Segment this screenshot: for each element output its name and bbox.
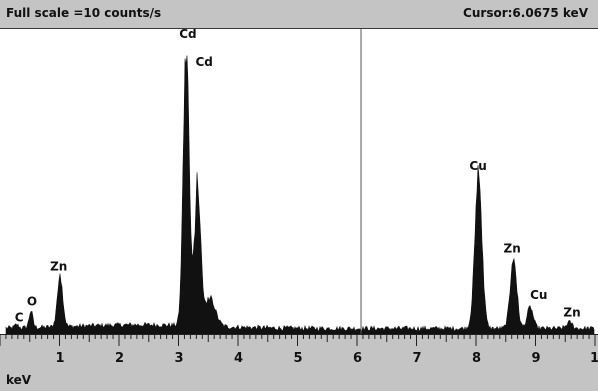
x-tick-label: 2 (115, 351, 124, 366)
peak-label-cd: Cd (196, 55, 213, 69)
x-tick-label: 6 (353, 351, 362, 366)
peak-label-zn: Zn (504, 241, 521, 255)
x-axis-ticks: 1 2 3 4 5 6 7 8 9 1 (0, 334, 598, 366)
x-tick-label: 1 (56, 351, 65, 366)
x-tick-label: 8 (472, 351, 481, 366)
peak-label-o: O (27, 295, 37, 309)
peak-label-cu: Cu (530, 288, 547, 302)
x-tick-label: 7 (413, 351, 422, 366)
x-axis-label: keV (6, 373, 32, 387)
peak-label-c: C (15, 311, 24, 325)
peak-label-cd: Cd (179, 29, 196, 41)
x-tick-label: 3 (175, 351, 184, 366)
x-tick-label: 1 (590, 351, 598, 366)
peak-label-zn: Zn (50, 260, 67, 274)
status-bar: Full scale =10 counts/s Cursor:6.0675 ke… (0, 0, 598, 29)
x-tick-label: 4 (234, 351, 243, 366)
full-scale-label: Full scale =10 counts/s (6, 6, 162, 20)
x-tick-label: 5 (294, 351, 303, 366)
peak-label-zn: Zn (563, 305, 580, 319)
cursor-readout: Cursor:6.0675 keV (463, 6, 588, 20)
spectrum-chart[interactable]: CO Zn Cd Cd Cu Zn Cu Zn 1 2 3 4 5 6 7 8 9 1 keV (0, 29, 598, 391)
x-axis-bar (0, 334, 598, 391)
peak-label-cu: Cu (469, 159, 486, 173)
x-tick-label: 9 (532, 351, 541, 366)
peak-labels: CO Zn Cd Cd Cu Zn Cu Zn (15, 29, 581, 325)
x-axis: 1 2 3 4 5 6 7 8 9 1 keV (0, 334, 598, 391)
spectrum-area (5, 55, 595, 335)
